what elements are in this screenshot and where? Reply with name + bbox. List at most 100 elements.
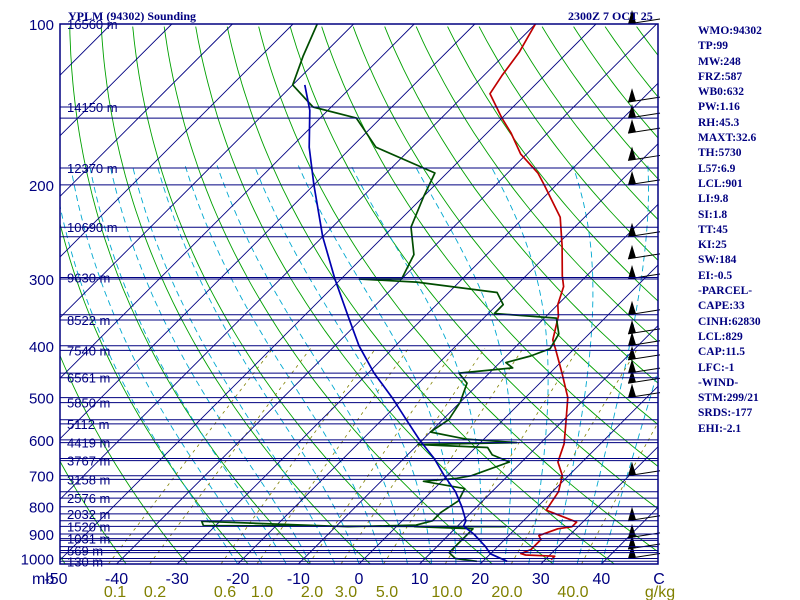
temperature-tick-label: -10 xyxy=(287,571,310,588)
wind-flag xyxy=(628,369,636,384)
mixing-ratio-label: 10.0 xyxy=(431,584,462,600)
mixing-ratio-line xyxy=(308,347,457,564)
height-label: 5850 m xyxy=(67,396,110,411)
temperature-tick-label: 10 xyxy=(411,571,429,588)
mixing-ratio-line xyxy=(108,347,274,564)
sounding-index: CAP:11.5 xyxy=(698,346,745,359)
mixing-ratio-label: 20.0 xyxy=(491,584,522,600)
sounding-index: MW:248 xyxy=(698,55,741,68)
moist-adiabat xyxy=(490,165,549,564)
moist-adiabat xyxy=(89,165,287,564)
temperature-unit-label: C xyxy=(653,571,665,588)
sounding-index: -PARCEL- xyxy=(698,285,753,298)
mixing-ratio-label: 2.0 xyxy=(301,584,323,600)
height-label: 4419 m xyxy=(67,436,110,451)
isotherm xyxy=(60,24,173,137)
temperature-tick-label: 0 xyxy=(355,571,364,588)
height-label: 14150 m xyxy=(67,100,118,115)
wind-flag xyxy=(628,319,636,334)
sounding-index: LFC:-1 xyxy=(698,361,735,374)
moist-adiabat xyxy=(70,165,263,564)
mixing-ratio-line xyxy=(444,347,579,564)
dry-adiabat xyxy=(321,26,658,467)
dry-adiabat xyxy=(226,26,615,564)
wind-flag xyxy=(628,104,636,119)
pressure-tick-label: 400 xyxy=(29,339,54,356)
isobars xyxy=(59,23,659,565)
mixing-ratio-label: 0.1 xyxy=(104,584,126,600)
isotherm xyxy=(419,324,658,564)
dry-adiabat xyxy=(69,26,310,564)
sounding-index: RH:45.3 xyxy=(698,116,740,129)
sounding-index: CINH:62830 xyxy=(698,315,761,328)
sounding-indices: WMO:94302 TP:99 MW:248 FRZ:587 WB0:632 PW:1.1… xyxy=(698,24,762,437)
height-label: 12370 m xyxy=(67,161,118,176)
wind-flag xyxy=(628,331,636,346)
isotherm xyxy=(176,82,658,564)
mixing-ratio-line xyxy=(220,347,377,564)
wind-flag xyxy=(628,300,636,315)
height-label: 7540 m xyxy=(67,343,110,358)
valid-time: 2300Z 7 OCT 25 xyxy=(568,9,653,23)
parcel-line xyxy=(303,84,508,563)
sounding-index: TT:45 xyxy=(698,223,728,236)
sounding-index: LI:9.8 xyxy=(698,193,729,206)
height-label: 8522 m xyxy=(67,313,110,328)
isotherm xyxy=(298,203,658,564)
sounding-index: PW:1.16 xyxy=(698,101,740,114)
sounding-index: CAPE:33 xyxy=(698,300,745,313)
sounding-index: SI:1.8 xyxy=(698,208,728,221)
sounding-index: FRZ:587 xyxy=(698,70,743,83)
height-label: 5112 m xyxy=(67,417,109,432)
height-label: 130 m xyxy=(67,554,103,569)
sounding-index: LCL:829 xyxy=(698,330,743,343)
height-label: 3767 m xyxy=(67,454,110,469)
mixing-ratio-line xyxy=(510,347,639,564)
dry-adiabat xyxy=(289,26,658,510)
temperature-tick-label: 40 xyxy=(593,571,611,588)
sounding-index: SW:184 xyxy=(698,254,737,267)
isotherm xyxy=(479,385,658,564)
sounding-index: EHI:-2.1 xyxy=(698,422,742,435)
mixing-ratio-label: 0.2 xyxy=(144,584,166,600)
isotherm xyxy=(116,24,657,564)
moist-adiabat xyxy=(131,165,336,564)
mixing-ratio-line xyxy=(340,347,486,564)
pressure-tick-label: 800 xyxy=(29,500,54,517)
dry-adiabat xyxy=(132,26,432,564)
pressure-tick-label: 900 xyxy=(29,527,54,544)
moist-adiabat xyxy=(576,165,649,564)
wind-flag xyxy=(628,170,636,185)
wind-flag xyxy=(628,359,636,374)
height-label: 1031 m xyxy=(67,532,110,547)
dry-adiabat xyxy=(447,26,658,302)
sounding-index: TH:5730 xyxy=(698,147,742,160)
isotherm xyxy=(60,24,476,440)
sounding-index: KI:25 xyxy=(698,239,727,252)
height-label: 9630 m xyxy=(67,270,110,285)
temperature-tick-label: -20 xyxy=(226,571,249,588)
height-labels: 16560 m 14150 m 12370 m 10690 m 9630 m 8522 m… xyxy=(67,17,118,569)
temperature-tick-label: -40 xyxy=(105,571,128,588)
isotherm xyxy=(60,24,233,198)
mixing-ratio-label: 40.0 xyxy=(557,584,588,600)
moist-adiabat xyxy=(350,165,482,564)
dry-adiabat xyxy=(258,26,658,553)
height-label: 10690 m xyxy=(67,220,118,235)
wind-flag xyxy=(628,535,636,550)
dry-adiabat xyxy=(415,26,658,343)
sounding-index: -WIND- xyxy=(698,376,739,389)
mixing-ratio-line xyxy=(149,347,312,564)
pressure-tick-label: 100 xyxy=(29,17,54,34)
wind-flag xyxy=(628,265,636,280)
isotherm xyxy=(60,24,415,379)
temperature-tick-label: -50 xyxy=(44,571,67,588)
sounding-index: SRDS:-177 xyxy=(698,407,753,420)
sounding-index: MAXT:32.6 xyxy=(698,132,757,145)
mixing-ratio-label: 5.0 xyxy=(376,584,398,600)
mixing-ratio-label: 3.0 xyxy=(335,584,357,600)
wind-flag xyxy=(628,383,636,398)
dry-adiabat xyxy=(163,26,493,564)
